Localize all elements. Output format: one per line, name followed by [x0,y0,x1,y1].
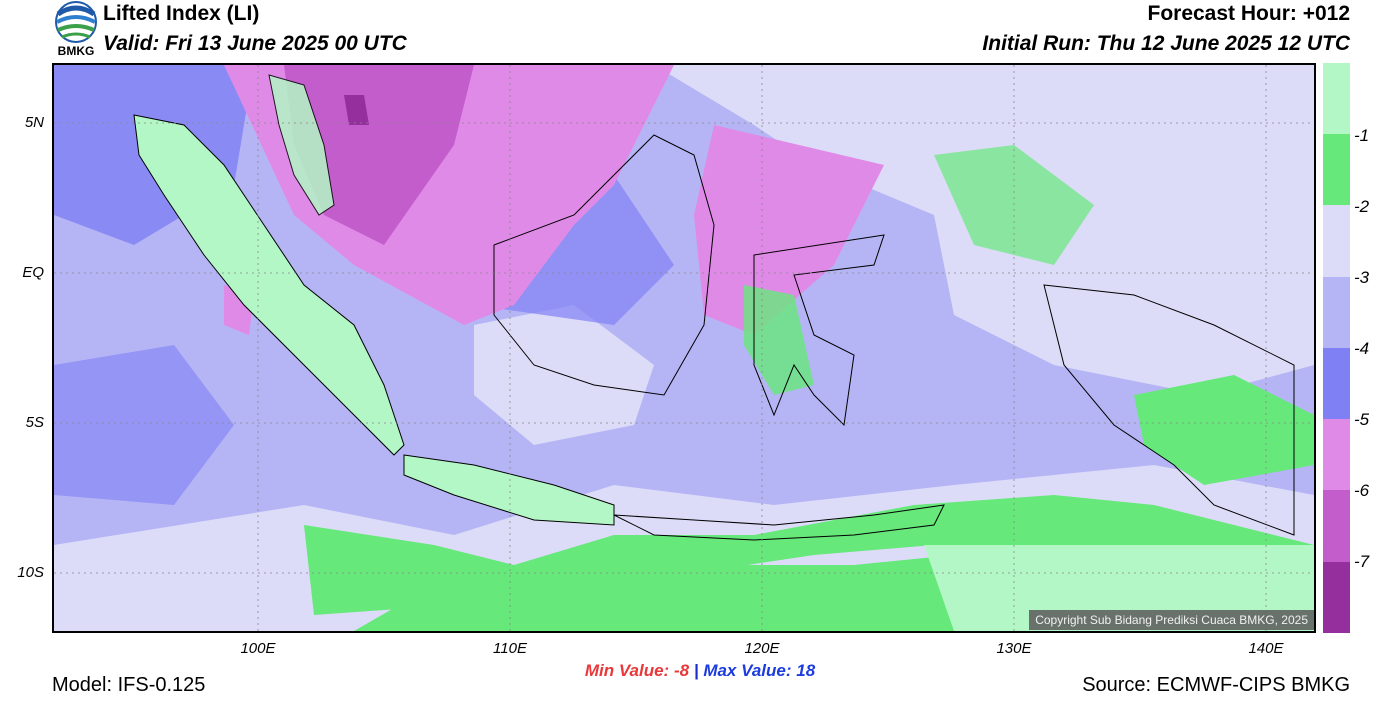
papua-outline [1043,284,1295,536]
max-label: Max Value: [703,661,792,680]
field-blue-west [54,345,234,505]
malay-peninsula [268,74,335,216]
logo-text: BMKG [57,44,95,58]
lon-label-100e: 100E [240,640,276,657]
colorbar-seg-4 [1323,348,1350,419]
colorbar-label-m6: -6 [1354,481,1370,500]
colorbar-seg-1 [1323,134,1350,205]
colorbar-label-m2: -2 [1354,197,1370,216]
lon-label-140e: 140E [1248,640,1284,657]
field-green-papua [1134,375,1314,485]
min-max-values: Min Value: -8 | Max Value: 18 [0,661,1400,681]
copyright-notice: Copyright Sub Bidang Prediksi Cuaca BMKG… [1029,610,1314,630]
lon-label-120e: 120E [744,640,780,657]
chart-title: Lifted Index (LI) [103,2,260,25]
minmax-separator: | [693,661,699,680]
field-palegreen-timor-sea [924,545,1314,631]
field-magenta-makassar [694,125,884,335]
data-source: Source: ECMWF-CIPS BMKG [1082,674,1350,696]
field-darkpurple-core [344,95,369,125]
lon-label-110e: 110E [493,640,527,657]
colorbar-label-m1: -1 [1354,126,1370,145]
forecast-hour: Forecast Hour: +012 [1147,2,1351,25]
lon-label-130e: 130E [996,640,1032,657]
initial-run: Initial Run: Thu 12 June 2025 12 UTC [982,32,1350,55]
colorbar-seg-6 [1323,490,1350,562]
bmkg-logo-icon [55,1,97,43]
colorbar-label-m5: -5 [1354,410,1370,429]
lat-label-eq: EQ [22,264,44,281]
colorbar-label-m3: -3 [1354,268,1370,287]
bmkg-logo: BMKG [52,0,100,60]
java-island [403,454,615,526]
sumatra-island [133,114,405,456]
colorbar-seg-3 [1323,277,1350,348]
valid-time: Valid: Fri 13 June 2025 00 UTC [103,32,407,55]
min-value: -8 [673,661,690,680]
lat-label-5n: 5N [24,114,44,131]
colorbar-seg-2 [1323,205,1350,277]
lat-label-5s: 5S [25,414,44,431]
lifted-index-map [52,63,1316,633]
field-green-sulawesi [744,285,814,395]
nusa-tenggara-outline [613,504,945,541]
graticule [54,65,1314,631]
max-value: 18 [796,661,816,680]
min-label: Min Value: [584,661,670,680]
colorbar-label-m7: -7 [1354,552,1370,571]
sulawesi-outline [753,234,885,427]
borneo-outline [493,134,715,396]
colorbar-seg-5 [1323,419,1350,490]
model-name: Model: IFS-0.125 [52,674,206,696]
map-canvas [54,65,1314,631]
lat-label-10s: 10S [17,564,44,581]
colorbar-label-m4: -4 [1354,339,1370,358]
colorbar-seg-0 [1323,63,1350,134]
colorbar-seg-7 [1323,562,1350,633]
colorbar [1323,63,1350,633]
